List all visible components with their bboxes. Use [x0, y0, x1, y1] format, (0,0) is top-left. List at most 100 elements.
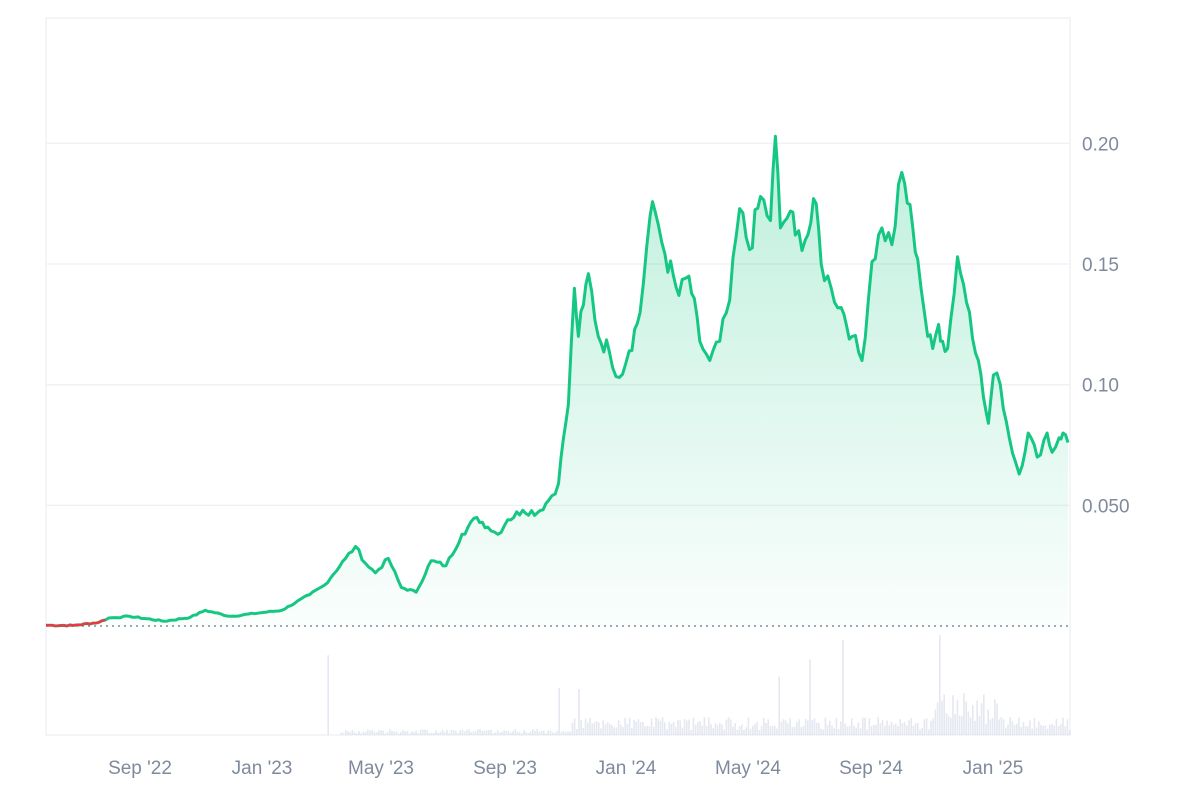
- volume-bar: [1038, 721, 1040, 735]
- volume-bar: [580, 719, 582, 735]
- volume-bar: [620, 724, 622, 735]
- volume-bar: [536, 729, 538, 735]
- volume-bar: [873, 724, 875, 735]
- volume-bar: [989, 719, 992, 735]
- volume-bar: [730, 719, 732, 735]
- volume-bar: [648, 726, 651, 735]
- volume-bar: [972, 705, 974, 735]
- volume-bar: [835, 717, 838, 735]
- volume-bar: [912, 725, 915, 735]
- volume-bar: [534, 731, 536, 735]
- volume-bar: [664, 722, 666, 735]
- volume-bar: [637, 719, 640, 735]
- volume-bar: [382, 730, 384, 735]
- volume-bar: [800, 727, 802, 735]
- volume-bar: [743, 729, 745, 735]
- volume-bar: [958, 715, 961, 735]
- volume-bar: [1016, 723, 1018, 735]
- volume-bar: [853, 726, 855, 735]
- volume-bar: [868, 718, 871, 735]
- volume-bar: [767, 719, 769, 735]
- y-tick-label: 0.050: [1082, 496, 1130, 517]
- volume-bar: [721, 724, 723, 735]
- volume-bar: [452, 729, 455, 735]
- volume-bar: [1022, 722, 1025, 735]
- volume-bar: [793, 726, 796, 735]
- volume-bar: [736, 729, 739, 735]
- volume-bar: [890, 721, 893, 735]
- x-tick-label: May '24: [715, 758, 781, 779]
- volume-bar: [538, 731, 541, 735]
- volume-bar: [677, 720, 679, 735]
- volume-bar: [1029, 720, 1031, 735]
- volume-bar: [855, 727, 857, 735]
- volume-bar: [952, 695, 954, 735]
- volume-bar: [712, 728, 714, 735]
- volume-bar: [910, 718, 912, 735]
- volume-bar: [349, 731, 351, 735]
- volume-bar: [974, 720, 976, 735]
- volume-bar: [903, 722, 906, 735]
- volume-bar: [752, 725, 754, 735]
- volume-bar: [1057, 725, 1060, 735]
- volume-bar: [1062, 717, 1064, 735]
- volume-bar: [822, 729, 824, 735]
- volume-bar: [787, 723, 789, 735]
- volume-bar: [347, 731, 349, 735]
- volume-bar: [941, 700, 943, 735]
- volume-bar: [815, 722, 818, 735]
- volume-bar: [617, 720, 620, 735]
- volume-bar: [699, 721, 701, 735]
- volume-bar: [510, 732, 512, 735]
- volume-bar: [754, 724, 756, 735]
- volume-bar: [842, 640, 844, 735]
- volume-bar: [991, 718, 994, 735]
- volume-bar: [415, 730, 417, 735]
- volume-bar: [802, 726, 805, 735]
- volume-bar: [769, 726, 772, 735]
- volume-bar: [738, 726, 741, 735]
- volume-bar: [369, 730, 371, 735]
- volume-bar: [945, 713, 948, 735]
- x-tick-label: Jan '25: [963, 758, 1024, 779]
- volume-bar: [547, 730, 549, 735]
- volume-bar: [490, 730, 492, 735]
- volume-bar: [433, 733, 435, 735]
- volume-bar: [483, 730, 486, 735]
- volume-bar: [342, 733, 345, 735]
- volume-bar: [826, 724, 829, 735]
- volume-bar: [512, 731, 514, 735]
- volume-bar: [862, 717, 864, 735]
- volume-bar: [965, 701, 967, 735]
- volume-bar: [703, 717, 706, 735]
- x-tick-label: Sep '23: [473, 758, 537, 779]
- volume-bar: [578, 689, 580, 735]
- volume-bar: [1044, 725, 1047, 735]
- plot-frame: [45, 17, 1071, 736]
- volume-bar: [840, 721, 842, 735]
- volume-bar: [507, 731, 510, 735]
- volume-bar: [734, 723, 736, 735]
- volume-bar: [468, 729, 470, 735]
- volume-bar: [886, 720, 888, 735]
- volume-bar: [833, 728, 835, 735]
- volume-bar: [686, 720, 688, 735]
- volume-bar: [939, 635, 941, 735]
- volume-bar: [813, 718, 816, 735]
- volume-bar: [562, 731, 565, 735]
- volume-bar: [708, 717, 710, 735]
- volume-bar: [430, 732, 433, 735]
- volume-bar: [901, 723, 904, 735]
- volume-bar: [386, 732, 389, 735]
- volume-bar: [771, 726, 774, 735]
- volume-bar: [439, 731, 442, 735]
- volume-bar: [701, 725, 703, 735]
- x-tick-label: Sep '24: [839, 758, 903, 779]
- volume-bar: [670, 723, 673, 735]
- volume-bar: [356, 733, 358, 735]
- volume-bar: [391, 730, 393, 735]
- volume-bar: [499, 732, 501, 735]
- volume-bar: [961, 715, 963, 735]
- volume-bar: [956, 700, 959, 735]
- volume-bar: [589, 717, 591, 735]
